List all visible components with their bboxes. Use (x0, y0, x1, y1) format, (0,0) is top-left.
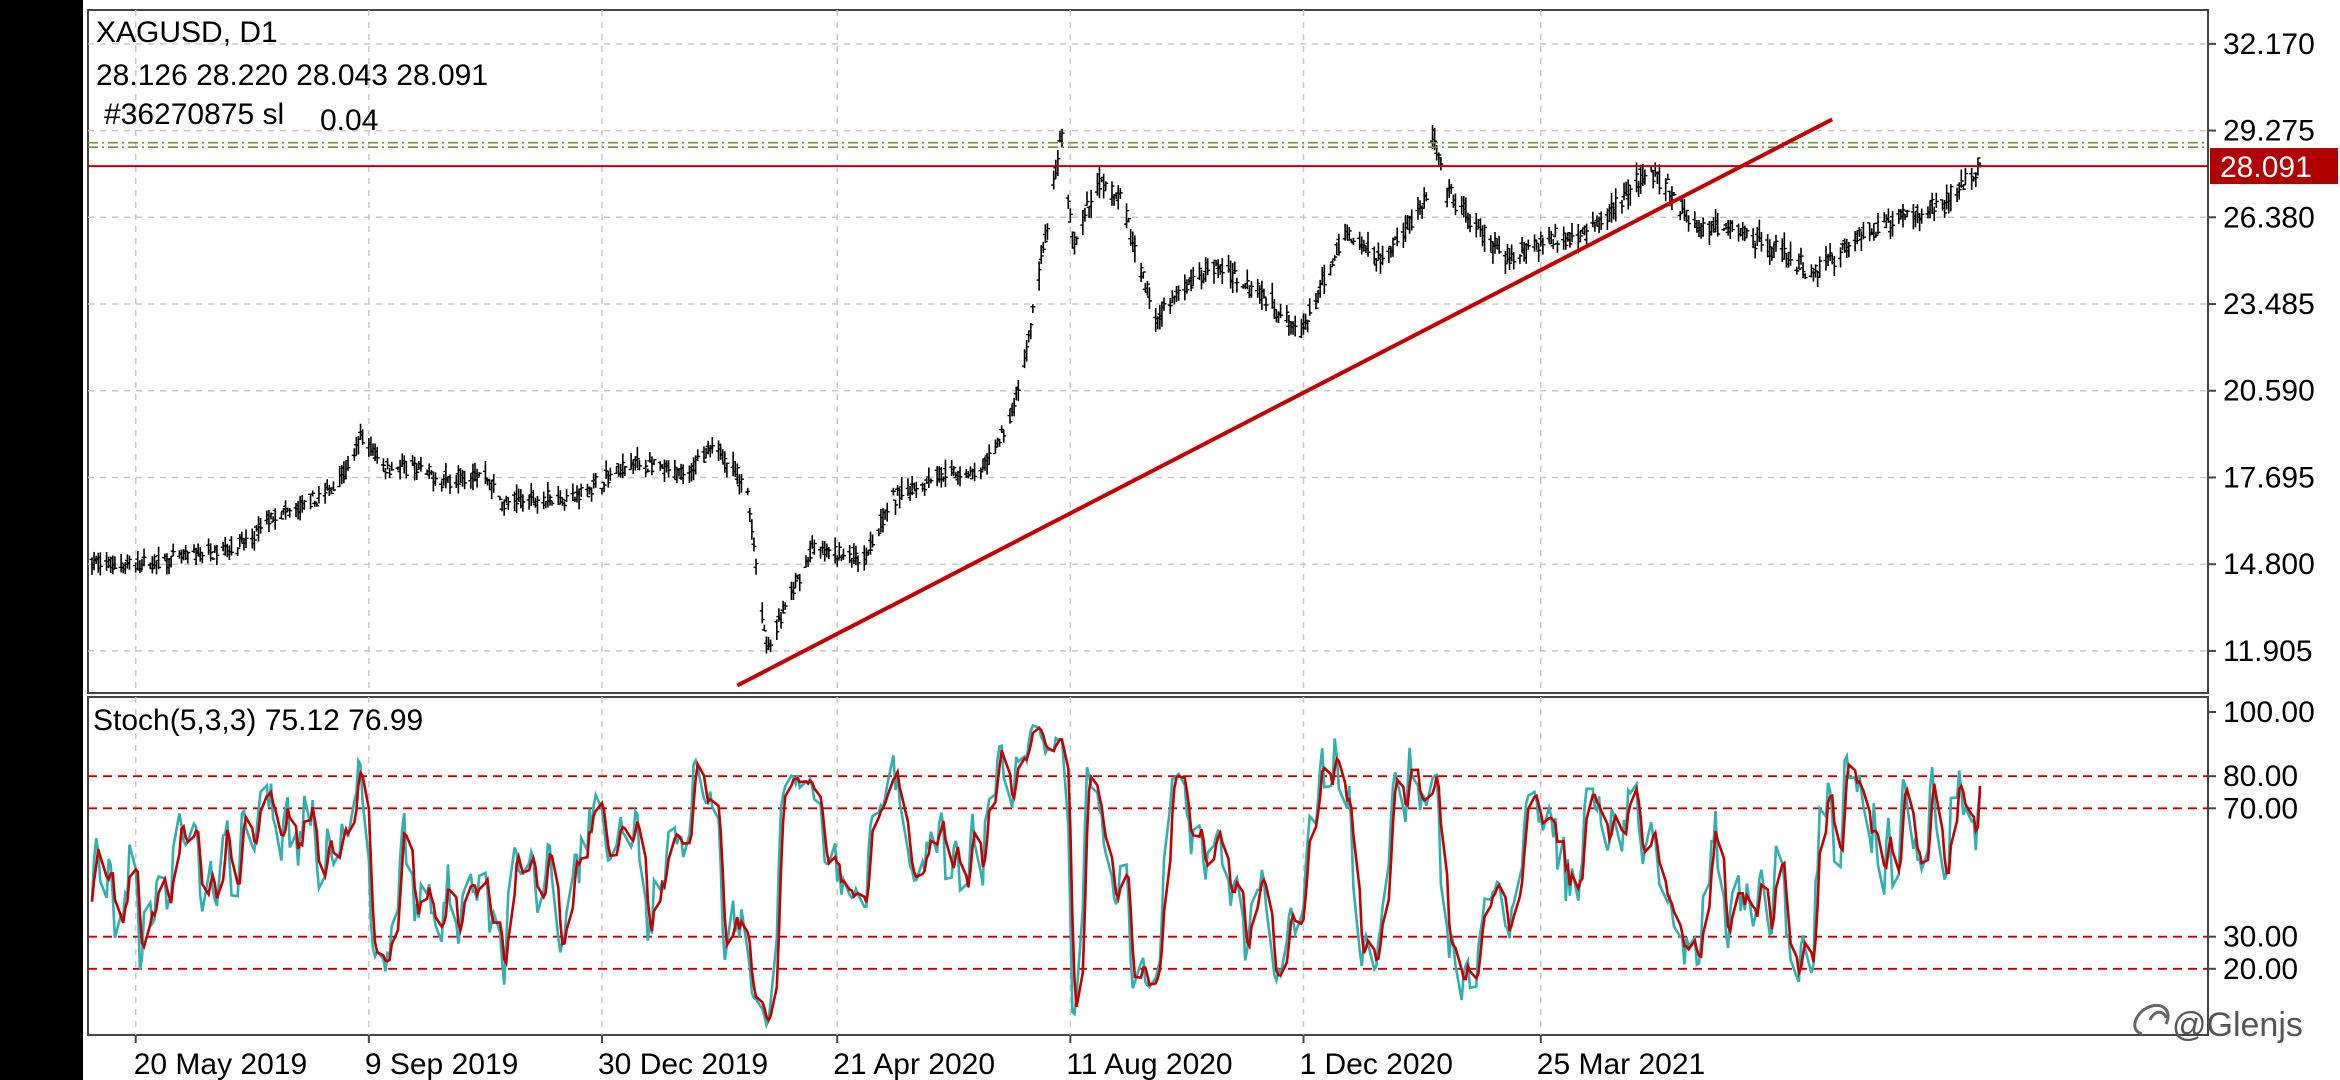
time-tick-label: 25 Mar 2021 (1537, 1048, 1705, 1080)
time-tick-label: 9 Sep 2019 (365, 1048, 518, 1080)
price-tick-label: 20.590 (2223, 375, 2315, 408)
stoch-tick-label: 80.00 (2223, 760, 2298, 793)
price-tick-label: 26.380 (2223, 201, 2315, 234)
price-axis: 32.170 29.275 26.380 23.485 20.590 17.695 14.8… (2208, 28, 2338, 668)
price-tick-label: 11.905 (2223, 635, 2313, 668)
indicator-header: Stoch(5,3,3) 75.12 76.99 (93, 704, 423, 737)
time-tick-label: 11 Aug 2020 (1066, 1048, 1232, 1080)
watermark: @Glenjs (2133, 1003, 2303, 1044)
current-price-label: 28.091 (2220, 151, 2312, 184)
watermark-text: @Glenjs (2172, 1006, 2303, 1044)
price-tick-label: 17.695 (2223, 461, 2315, 494)
price-lines (88, 117, 2208, 688)
symbol-header: XAGUSD, D1 (96, 16, 278, 49)
stoch-tick-label: 100.00 (2223, 696, 2315, 729)
time-tick-label: 1 Dec 2020 (1299, 1048, 1452, 1080)
trendline (736, 117, 1834, 688)
time-axis: 20 May 2019 9 Sep 2019 30 Dec 2019 21 Apr 2… (134, 1035, 1705, 1080)
order-label: #36270875 sl (104, 98, 284, 131)
stoch-tick-label: 70.00 (2223, 792, 2298, 825)
price-tick-label: 14.800 (2223, 548, 2315, 581)
ohlc-values: 28.126 28.220 28.043 28.091 (96, 59, 488, 92)
candlestick-series (89, 124, 1983, 654)
stoch-signal-line (90, 726, 1982, 1024)
price-tick-label: 29.275 (2223, 115, 2315, 148)
stoch-tick-label: 20.00 (2223, 953, 2298, 986)
stoch-main-line (90, 724, 1982, 1030)
price-tick-label: 32.170 (2223, 28, 2315, 61)
time-tick-label: 21 Apr 2020 (833, 1048, 995, 1080)
weibo-logo-icon (2133, 1003, 2170, 1036)
price-grid (88, 10, 2208, 1035)
left-bar (0, 0, 83, 1080)
stoch-series (90, 724, 1982, 1030)
current-price-tag (2210, 148, 2338, 185)
lot-label: 0.04 (320, 104, 378, 137)
stoch-tick-label: 30.00 (2223, 921, 2298, 954)
price-tick-label: 23.485 (2223, 288, 2315, 321)
time-tick-label: 30 Dec 2019 (598, 1048, 768, 1080)
price-panel[interactable] (87, 9, 2209, 694)
time-tick-label: 20 May 2019 (134, 1048, 307, 1080)
